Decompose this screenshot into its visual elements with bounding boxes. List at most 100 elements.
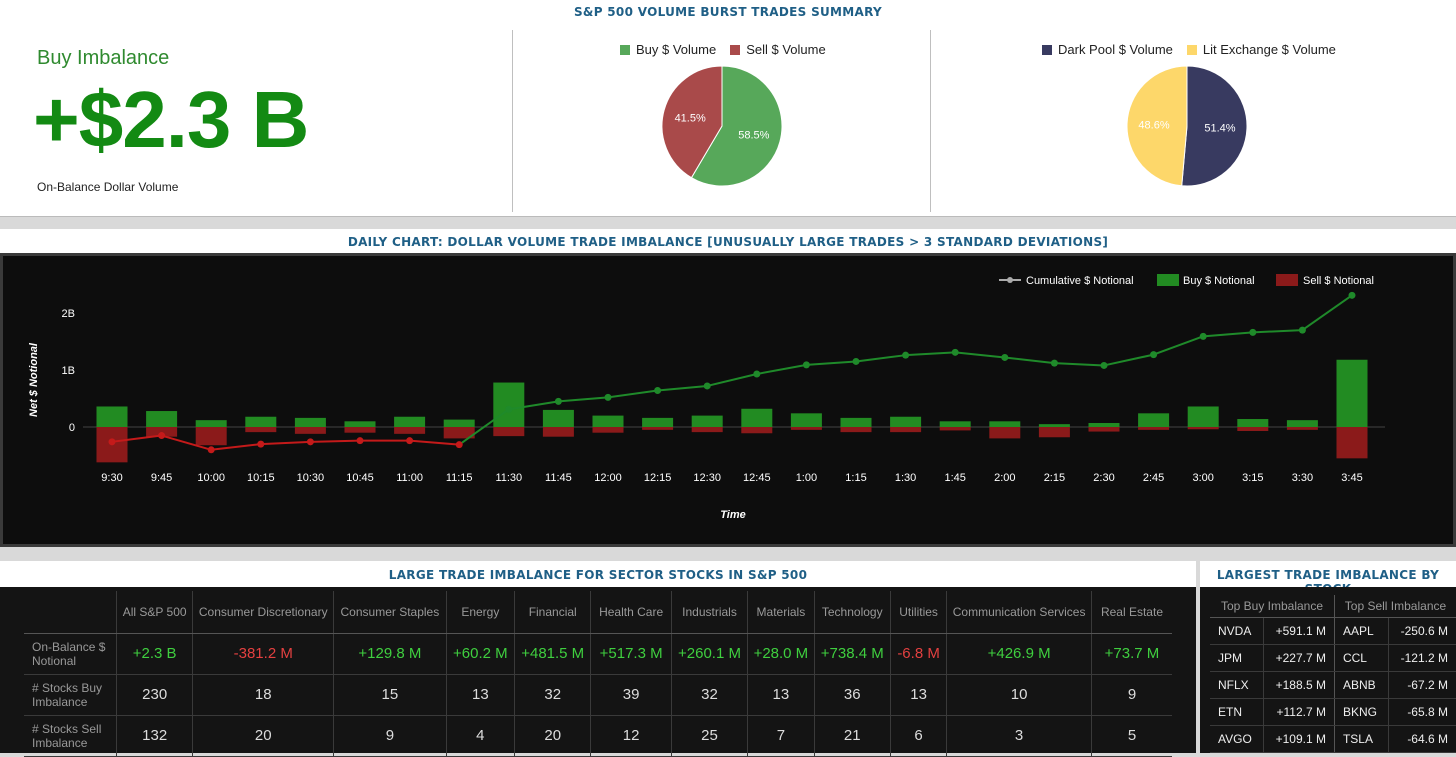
buy-bar[interactable] bbox=[146, 411, 178, 427]
pie-slice[interactable] bbox=[1126, 65, 1188, 187]
buy-bar[interactable] bbox=[741, 408, 773, 427]
buy-bar[interactable] bbox=[294, 417, 326, 427]
sell-bar[interactable] bbox=[1336, 427, 1368, 459]
buy-bar[interactable] bbox=[96, 406, 128, 427]
cumulative-point[interactable] bbox=[554, 397, 562, 405]
sell-bar[interactable] bbox=[642, 427, 674, 430]
sell-bar[interactable] bbox=[1038, 427, 1070, 438]
buy-bar[interactable] bbox=[443, 419, 475, 427]
buy-bar[interactable] bbox=[1237, 419, 1269, 427]
cumulative-line-segment bbox=[1252, 329, 1303, 334]
pie2-legend: Dark Pool $ Volume Lit Exchange $ Volume bbox=[1042, 42, 1336, 57]
buy-bar[interactable] bbox=[790, 413, 822, 427]
cumulative-point[interactable] bbox=[1298, 326, 1306, 334]
cumulative-point[interactable] bbox=[802, 361, 810, 369]
cumulative-point[interactable] bbox=[158, 432, 166, 440]
cumulative-point[interactable] bbox=[207, 446, 215, 454]
buy-bar[interactable] bbox=[691, 415, 723, 427]
sell-bar[interactable] bbox=[790, 427, 822, 430]
cumulative-point[interactable] bbox=[505, 405, 513, 413]
cumulative-point[interactable] bbox=[306, 438, 314, 446]
summary-title: S&P 500 VOLUME BURST TRADES SUMMARY bbox=[573, 5, 883, 19]
sell-bar[interactable] bbox=[443, 427, 475, 439]
legend-item-sell-volume[interactable]: Sell $ Volume bbox=[730, 42, 826, 57]
cumulative-point[interactable] bbox=[604, 393, 612, 401]
buy-bar[interactable] bbox=[1187, 406, 1219, 427]
cumulative-point[interactable] bbox=[455, 441, 463, 449]
dark-lit-pie: 51.4% 48.6% bbox=[1126, 65, 1248, 187]
sell-bar[interactable] bbox=[840, 427, 872, 433]
buy-bar[interactable] bbox=[1038, 424, 1070, 427]
legend-item-buy-volume[interactable]: Buy $ Volume bbox=[620, 42, 716, 57]
cumulative-point[interactable] bbox=[108, 438, 116, 446]
sell-bar[interactable] bbox=[741, 427, 773, 434]
buy-bar[interactable] bbox=[344, 421, 376, 427]
buy-bar[interactable] bbox=[195, 420, 227, 427]
cumulative-point[interactable] bbox=[1348, 291, 1356, 299]
cumulative-point[interactable] bbox=[257, 440, 265, 448]
buy-val-cell: +112.7 M bbox=[1262, 698, 1335, 726]
buy-bar[interactable] bbox=[493, 382, 525, 427]
legend-sell-label[interactable]: Sell $ Notional bbox=[1303, 275, 1374, 287]
sell-bar[interactable] bbox=[1187, 427, 1219, 430]
legend-cumulative-label[interactable]: Cumulative $ Notional bbox=[1026, 275, 1134, 287]
header-top-buy: Top Buy Imbalance bbox=[1210, 595, 1335, 618]
buy-bar[interactable] bbox=[1286, 420, 1318, 427]
cumulative-point[interactable] bbox=[1050, 359, 1058, 367]
sell-bar[interactable] bbox=[1286, 427, 1318, 430]
pie-slice[interactable] bbox=[661, 65, 723, 179]
buy-bar[interactable] bbox=[989, 421, 1021, 427]
cumulative-line-segment bbox=[310, 439, 361, 443]
cumulative-point[interactable] bbox=[356, 437, 364, 445]
sell-bar[interactable] bbox=[344, 427, 376, 433]
sell-bar[interactable] bbox=[1088, 427, 1120, 432]
sell-bar[interactable] bbox=[294, 427, 326, 434]
cumulative-point[interactable] bbox=[1100, 361, 1108, 369]
cumulative-point[interactable] bbox=[1249, 328, 1257, 336]
cumulative-point[interactable] bbox=[753, 370, 761, 378]
sell-bar[interactable] bbox=[245, 427, 277, 433]
pie-slice[interactable] bbox=[690, 65, 783, 187]
buy-bar[interactable] bbox=[245, 416, 277, 427]
cumulative-point[interactable] bbox=[1150, 351, 1158, 359]
cumulative-point[interactable] bbox=[703, 382, 711, 390]
sell-bar[interactable] bbox=[691, 427, 723, 433]
buy-bar[interactable] bbox=[939, 421, 971, 427]
buy-bar[interactable] bbox=[542, 409, 574, 427]
sell-bar[interactable] bbox=[1138, 427, 1170, 430]
legend-item-lit-exchange-volume[interactable]: Lit Exchange $ Volume bbox=[1186, 42, 1336, 57]
cumulative-point[interactable] bbox=[951, 348, 959, 356]
legend-item-dark-pool-volume[interactable]: Dark Pool $ Volume bbox=[1042, 42, 1173, 57]
cumulative-point[interactable] bbox=[1199, 332, 1207, 340]
buy-bar[interactable] bbox=[1336, 359, 1368, 427]
buy-bar[interactable] bbox=[890, 416, 922, 427]
sell-bar[interactable] bbox=[542, 427, 574, 437]
cumulative-point[interactable] bbox=[902, 351, 910, 359]
sell-bar[interactable] bbox=[195, 427, 227, 446]
pie-slice[interactable] bbox=[1181, 65, 1248, 187]
cumulative-point[interactable] bbox=[1001, 353, 1009, 361]
sell-bar[interactable] bbox=[592, 427, 624, 433]
buy-bar[interactable] bbox=[592, 415, 624, 427]
sell-bar[interactable] bbox=[493, 427, 525, 437]
buy-bar[interactable] bbox=[1088, 423, 1120, 427]
buy-bar[interactable] bbox=[394, 416, 426, 427]
cumulative-point[interactable] bbox=[406, 437, 414, 445]
table-cell: +481.5 M bbox=[514, 633, 591, 675]
buy-bar[interactable] bbox=[1138, 413, 1170, 427]
x-tick-label: 9:45 bbox=[151, 472, 172, 484]
sell-bar[interactable] bbox=[939, 427, 971, 431]
legend-buy-label[interactable]: Buy $ Notional bbox=[1183, 275, 1255, 287]
x-tick-label: 10:45 bbox=[346, 472, 374, 484]
sell-bar[interactable] bbox=[146, 427, 178, 437]
cumulative-point[interactable] bbox=[852, 357, 860, 365]
sell-bar[interactable] bbox=[989, 427, 1021, 439]
x-axis-label: Time bbox=[720, 509, 745, 521]
buy-bar[interactable] bbox=[642, 417, 674, 427]
sell-bar[interactable] bbox=[394, 427, 426, 434]
cumulative-point[interactable] bbox=[654, 387, 662, 395]
legend-label: Buy $ Volume bbox=[636, 42, 717, 57]
sell-bar[interactable] bbox=[890, 427, 922, 433]
buy-bar[interactable] bbox=[840, 417, 872, 427]
sell-bar[interactable] bbox=[1237, 427, 1269, 431]
